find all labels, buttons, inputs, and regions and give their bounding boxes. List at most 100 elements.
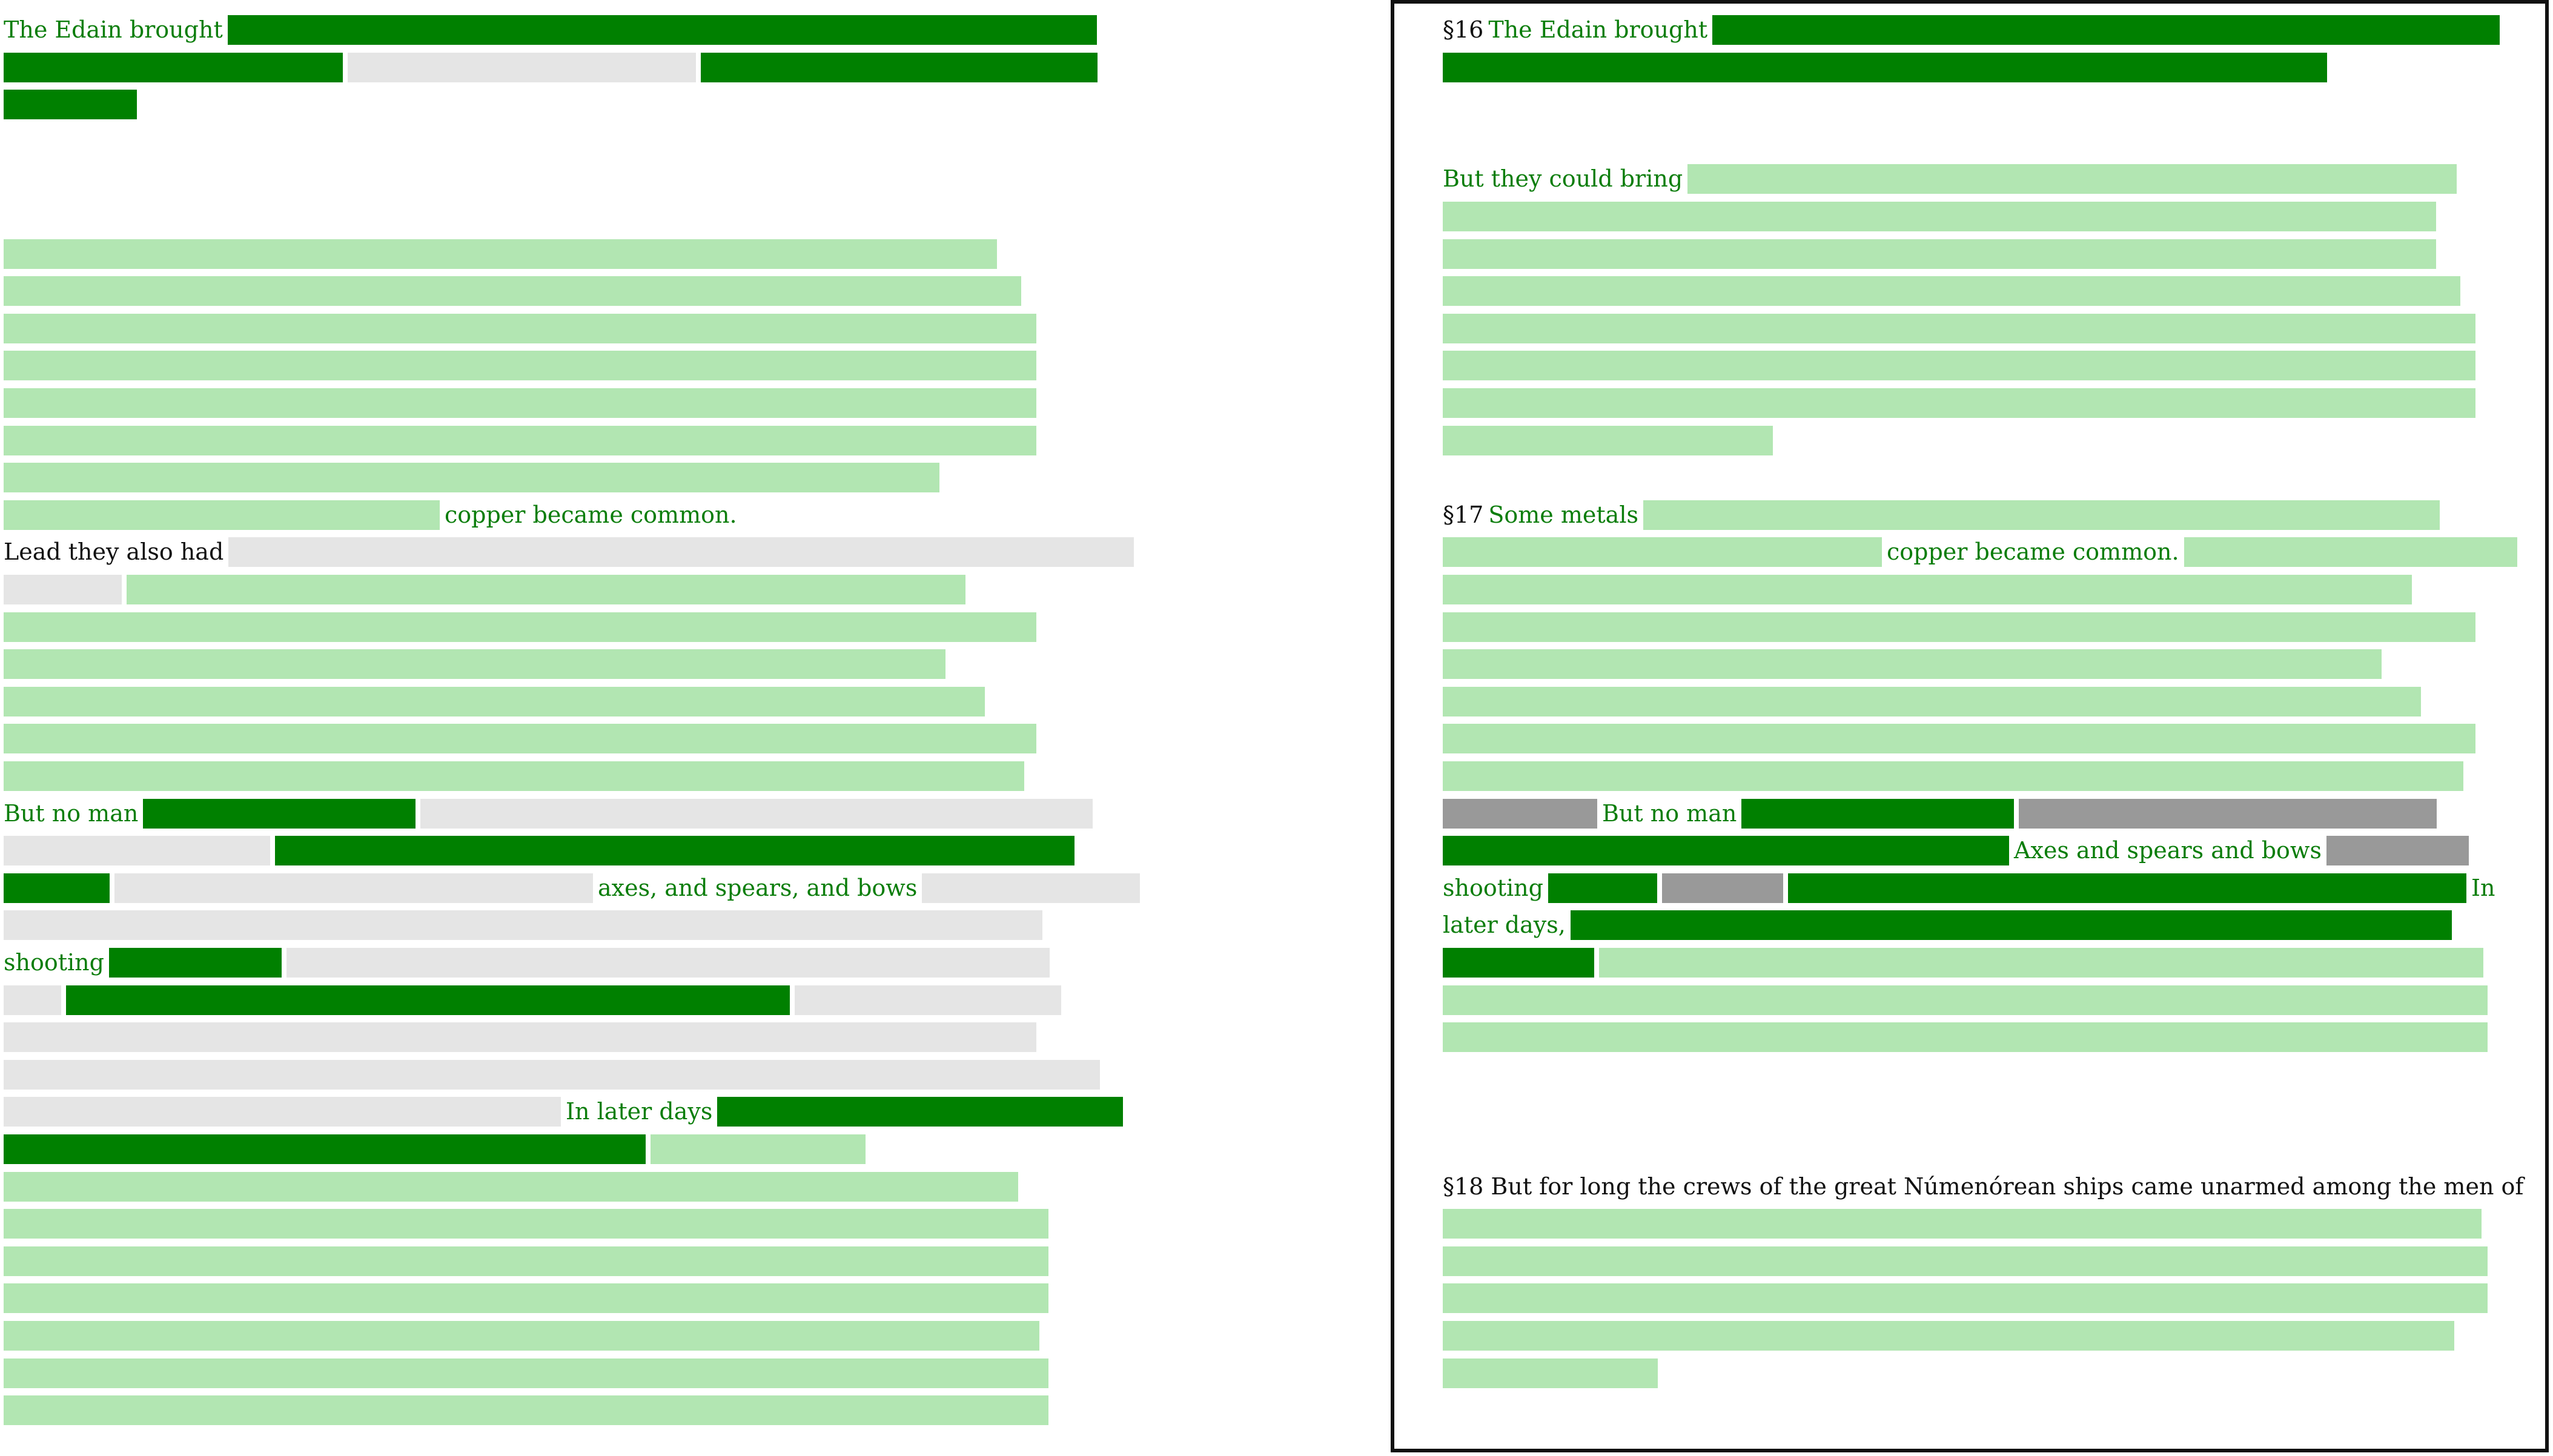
right-column-line xyxy=(1443,724,2480,754)
left-column-line xyxy=(4,1246,1053,1276)
right-column-line xyxy=(1443,1022,2492,1053)
redaction-bar-light-gray xyxy=(228,537,1134,568)
redaction-bar-light-green xyxy=(1443,351,2475,381)
left-column-line: Lead they also had xyxy=(4,537,1139,568)
redaction-bar-dark-green xyxy=(1443,836,2009,866)
left-text-column: The Edain brought copper became common. Le… xyxy=(0,0,1141,1456)
redaction-bar-light-green xyxy=(4,1246,1048,1276)
redaction-bar-mid-gray xyxy=(1443,798,1597,829)
redaction-bar-light-gray xyxy=(4,836,270,866)
left-column-line xyxy=(4,1022,1041,1053)
left-column-line xyxy=(4,649,950,680)
right-text-column-boxed: §16 The Edain brought But they could bring… xyxy=(1391,0,2549,1452)
right-column-line xyxy=(1443,1209,2486,1239)
redaction-bar-light-green xyxy=(651,1134,866,1164)
redaction-bar-light-green xyxy=(1443,388,2475,418)
redaction-bar-light-green xyxy=(4,686,985,716)
right-column-line xyxy=(1443,686,2426,716)
redaction-bar-light-green xyxy=(4,276,1021,306)
redaction-bar-light-green xyxy=(4,239,997,269)
left-column-line: In later days xyxy=(4,1097,1128,1127)
redaction-bar-light-green xyxy=(1443,276,2460,306)
redaction-bar-light-gray xyxy=(4,1022,1036,1053)
left-column-line xyxy=(4,1209,1053,1239)
redaction-bar-light-green xyxy=(1443,239,2436,269)
left-column-line xyxy=(4,52,1102,82)
text-fragment: copper became common. xyxy=(1887,538,2179,566)
redaction-bar-light-green xyxy=(2184,537,2517,568)
right-column-line xyxy=(1443,649,2386,680)
right-column-line xyxy=(1443,761,2468,791)
redaction-bar-light-green xyxy=(4,500,440,530)
redaction-bar-light-gray xyxy=(795,985,1061,1015)
left-column-line xyxy=(4,388,1041,418)
redaction-bar-light-gray xyxy=(286,948,1050,978)
left-column-line: shooting xyxy=(4,948,1055,978)
left-column-line xyxy=(4,463,944,493)
right-column-line: §17 Some metals xyxy=(1443,500,2445,530)
left-column-line xyxy=(4,1395,1053,1426)
left-column-line xyxy=(4,612,1041,642)
redaction-bar-light-green xyxy=(1443,985,2488,1015)
left-column-line xyxy=(4,575,970,604)
redaction-bar-dark-green xyxy=(275,836,1075,866)
redaction-bar-light-gray xyxy=(114,873,593,903)
redaction-bar-dark-green xyxy=(717,1097,1124,1127)
redaction-bar-light-green xyxy=(1443,202,2436,231)
right-column-line: But they could bring xyxy=(1443,164,2462,194)
right-column-line xyxy=(1443,612,2480,642)
redaction-bar-light-green xyxy=(1443,1246,2488,1276)
left-column-line xyxy=(4,351,1041,381)
redaction-bar-light-green xyxy=(1443,686,2421,716)
right-column-line xyxy=(1443,202,2441,231)
text-fragment: shooting xyxy=(1443,874,1543,901)
redaction-bar-light-green xyxy=(1443,537,1882,568)
redaction-bar-dark-green xyxy=(4,52,343,82)
left-column-line xyxy=(4,836,1079,866)
left-column-line xyxy=(4,724,1041,754)
text-fragment: But they could bring xyxy=(1443,165,1683,193)
right-column-line: copper became common. xyxy=(1443,537,2522,568)
redaction-bar-dark-green xyxy=(1741,798,2015,829)
redaction-bar-dark-green xyxy=(4,873,110,903)
redaction-bar-light-green xyxy=(127,575,965,604)
text-fragment: Axes and spears and bows xyxy=(2014,837,2322,864)
left-column-line xyxy=(4,686,990,716)
left-column-line: But no man xyxy=(4,798,1098,829)
text-fragment: later days, xyxy=(1443,912,1566,939)
right-column-line: §16 The Edain brought xyxy=(1443,15,2505,45)
redaction-bar-light-gray xyxy=(348,52,696,82)
text-fragment: The Edain brought xyxy=(1488,16,1708,43)
right-column-line xyxy=(1443,313,2480,343)
left-column-line xyxy=(4,910,1047,941)
right-column-line: shooting In xyxy=(1443,873,2500,903)
redaction-bar-light-green xyxy=(4,463,939,493)
redaction-bar-light-green xyxy=(1443,724,2475,754)
right-column-line xyxy=(1443,1321,2459,1351)
text-fragment: But no man xyxy=(1602,799,1737,827)
text-fragment: Lead they also had xyxy=(4,538,224,566)
redaction-bar-dark-green xyxy=(1570,910,2452,941)
redaction-bar-dark-green xyxy=(108,948,282,978)
redaction-bar-light-green xyxy=(4,1321,1039,1351)
left-column-line xyxy=(4,425,1041,455)
redaction-bar-light-green xyxy=(4,1395,1048,1426)
right-column-line: §18 But for long the crews of the great … xyxy=(1443,1172,2528,1202)
right-column-line xyxy=(1443,425,1778,455)
right-column-line: Axes and spears and bows xyxy=(1443,836,2474,866)
redaction-bar-light-green xyxy=(1443,612,2475,642)
left-column-line xyxy=(4,1283,1053,1314)
text-fragment: But no man xyxy=(4,799,139,827)
text-fragment: copper became common. xyxy=(445,501,737,528)
redaction-bar-light-green xyxy=(1443,1321,2454,1351)
text-fragment: In later days xyxy=(566,1098,713,1125)
redaction-bar-light-green xyxy=(1687,164,2457,194)
redaction-bar-light-green xyxy=(1443,761,2463,791)
redaction-bar-dark-green xyxy=(227,15,1097,45)
right-column-line xyxy=(1443,1358,1663,1388)
redaction-bar-mid-gray xyxy=(2019,798,2437,829)
redaction-bar-dark-green xyxy=(1443,948,1594,978)
redaction-bar-light-green xyxy=(1643,500,2440,530)
redaction-bar-light-gray xyxy=(4,1097,561,1127)
redaction-bar-light-green xyxy=(4,761,1024,791)
